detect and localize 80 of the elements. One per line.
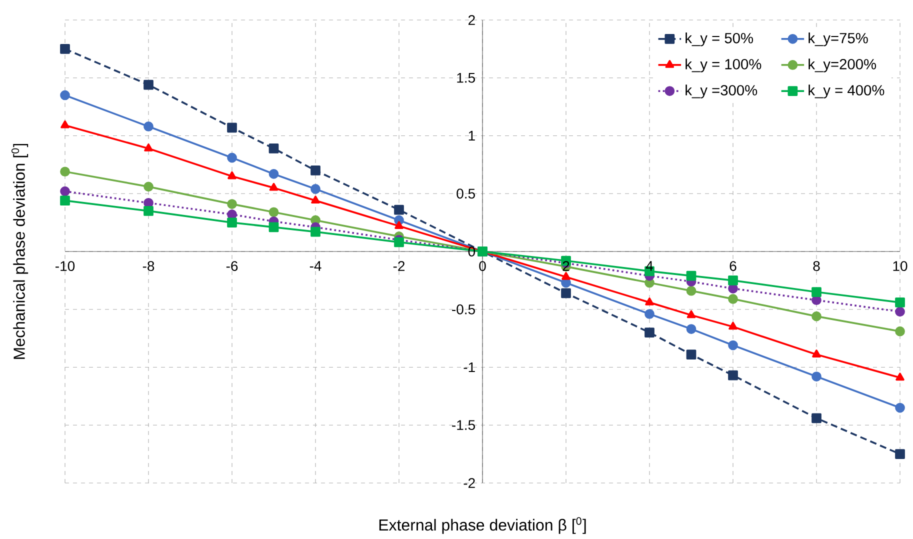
x-tick-label: -2: [393, 261, 405, 272]
point: [728, 370, 738, 381]
point: [728, 276, 738, 286]
point: [227, 218, 237, 228]
point: [268, 222, 279, 232]
point: [895, 403, 905, 413]
x-tick-label: 10: [893, 261, 908, 272]
point: [60, 186, 70, 196]
point: [562, 272, 570, 280]
point: [728, 322, 738, 330]
point: [812, 372, 822, 382]
point: [394, 205, 404, 216]
point: [228, 172, 236, 180]
point: [686, 271, 696, 281]
point: [144, 144, 153, 152]
x-tick-label: 8: [813, 261, 820, 272]
legend-label: k_y=75%: [808, 32, 868, 46]
x-tick-label: -8: [142, 261, 154, 272]
y-tick-label: 2: [468, 15, 475, 26]
point: [686, 350, 696, 360]
point: [60, 90, 70, 100]
point: [60, 44, 70, 54]
point: [60, 120, 70, 129]
point: [895, 298, 905, 308]
y-tick-label: 1: [468, 131, 475, 141]
point: [394, 221, 404, 230]
x-tick-label: -4: [310, 261, 322, 271]
point: [728, 340, 738, 350]
point: [144, 80, 154, 90]
point: [895, 449, 905, 460]
point: [686, 286, 696, 296]
point: [644, 309, 654, 320]
y-tick-label: -1.5: [452, 420, 475, 430]
point: [268, 169, 279, 180]
point: [227, 153, 237, 163]
legend-label: k_y=200%: [808, 58, 876, 73]
point: [812, 312, 822, 322]
point: [896, 372, 904, 381]
x-tick-label: 0: [479, 261, 486, 272]
point: [644, 328, 654, 338]
point: [268, 207, 279, 218]
legend-label: k_y =300%: [686, 84, 758, 99]
point: [268, 144, 279, 154]
point: [311, 196, 320, 204]
point: [310, 227, 320, 237]
y-tick-label: -2: [464, 478, 475, 488]
x-axis-title: External phase deviation β [$^{0}$]: [379, 518, 586, 534]
point: [310, 166, 320, 176]
point: [728, 294, 738, 304]
x-tick-label: 6: [730, 261, 736, 272]
point: [144, 122, 154, 132]
y-tick-label: 0.5: [456, 188, 475, 199]
point: [269, 183, 278, 192]
point: [60, 166, 70, 177]
point: [144, 182, 154, 192]
point: [686, 310, 696, 318]
x-tick-label: -10: [56, 261, 75, 272]
point: [812, 350, 821, 358]
point: [394, 238, 404, 248]
legend-label: k_y = 100%: [686, 58, 762, 73]
y-axis-title: Mechanical phase deviation [$^{0}$]: [12, 144, 28, 360]
point: [144, 206, 154, 216]
x-tick-label: -6: [226, 261, 238, 272]
point: [812, 413, 822, 424]
point: [895, 307, 905, 317]
point: [561, 288, 571, 298]
legend-label: k_y = 400%: [808, 84, 884, 99]
point: [645, 298, 654, 306]
x-tick-label: 2: [562, 261, 570, 272]
point: [895, 326, 905, 337]
point: [60, 196, 70, 206]
legend-label: k_y = 50%: [686, 32, 754, 46]
y-tick-label: 1.5: [457, 73, 475, 84]
point: [686, 324, 696, 334]
y-tick-label: -0.5: [452, 304, 475, 315]
point: [227, 199, 237, 210]
point: [310, 184, 320, 194]
y-tick-label: -1: [464, 362, 475, 372]
point: [227, 122, 237, 133]
point: [812, 287, 822, 298]
